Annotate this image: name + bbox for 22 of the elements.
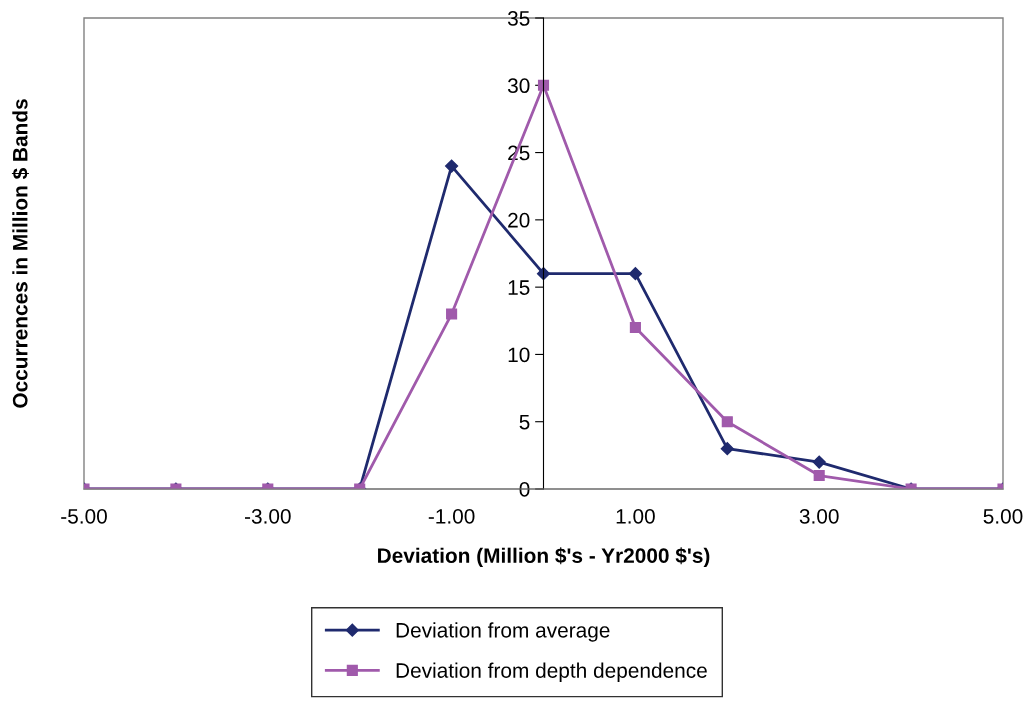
y-tick-label: 5 [519,414,530,430]
x-tick-label: -5.00 [61,508,107,524]
legend-label: Deviation from average [396,622,610,642]
y-tick-label: 20 [508,212,530,228]
x-tick-label: -1.00 [428,508,475,524]
x-tick-label: -3.00 [244,508,291,524]
point [629,321,641,334]
x-tick-label: 5.00 [983,508,1023,524]
y-tick-label: 0 [519,482,530,497]
y-tick-label: 35 [507,11,530,26]
x-axis-title: Deviation (Million $'s - Yr2000 $'s) [378,547,710,568]
point [445,159,459,173]
point [536,267,551,281]
y-axis-title: Occurrences in Million $ Bands [11,99,29,408]
y-tick-label: 15 [508,280,530,295]
point [446,308,458,320]
legend-label: Deviation from depth dependence [396,662,707,682]
x-tick-label: 3.00 [799,508,839,524]
x-tick-label: 1.00 [616,508,655,524]
point [628,267,642,281]
y-tick-label: 10 [508,347,530,363]
y-tick-label: 30 [507,78,530,94]
